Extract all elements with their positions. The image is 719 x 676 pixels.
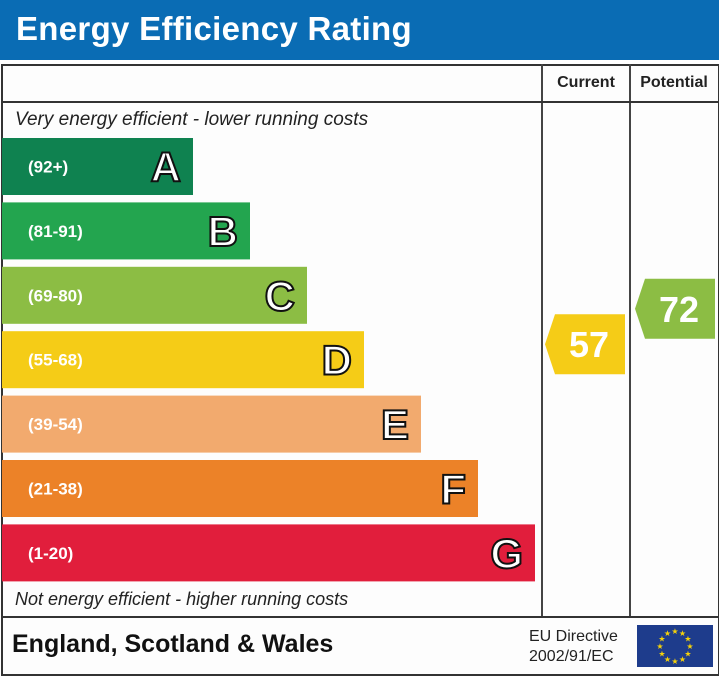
- note-efficient: Very energy efficient - lower running co…: [15, 109, 369, 130]
- band-letter: F: [440, 466, 466, 513]
- band-letter: A: [151, 144, 181, 191]
- band-A: (92+) A: [2, 138, 193, 195]
- flag-star: ★: [686, 642, 693, 651]
- column-header-current: Current: [557, 74, 615, 91]
- note-inefficient: Not energy efficient - higher running co…: [15, 589, 349, 609]
- band-D: (55-68) D: [2, 331, 364, 389]
- band-bar: [2, 331, 364, 389]
- page-title: Energy Efficiency Rating: [16, 10, 412, 47]
- band-letter: B: [208, 208, 238, 255]
- band-bar: [2, 138, 193, 195]
- current-rating-arrow: 57: [545, 314, 625, 375]
- current-rating-value: 57: [569, 324, 609, 365]
- column-divider: [629, 64, 631, 617]
- band-C: (69-80) C: [2, 266, 307, 324]
- flag-star: ★: [684, 650, 691, 659]
- eu-flag-icon: ★ ★★★★★★★★★★★: [637, 625, 713, 667]
- band-bar: [2, 395, 421, 453]
- directive-line2: 2002/91/EC: [529, 648, 614, 665]
- footer-divider: [1, 616, 718, 618]
- band-E: (39-54) E: [2, 395, 421, 453]
- band-bar: [2, 202, 250, 260]
- header-bar: Energy Efficiency Rating: [0, 0, 719, 60]
- band-G: (1-20) G: [2, 524, 535, 582]
- band-range: (1-20): [28, 544, 73, 563]
- flag-star: ★: [679, 629, 686, 638]
- potential-rating-value: 72: [659, 289, 699, 330]
- eu-directive: EU Directive 2002/91/EC: [529, 627, 618, 667]
- band-B: (81-91) B: [2, 202, 250, 260]
- flag-star: ★: [671, 657, 678, 666]
- band-range: (69-80): [28, 286, 83, 305]
- band-range: (55-68): [28, 351, 83, 370]
- flag-star: ★: [684, 635, 691, 644]
- header-divider: [1, 101, 718, 103]
- flag-star: ★: [664, 629, 671, 638]
- band-range: (81-91): [28, 222, 83, 241]
- band-F: (21-38) F: [2, 460, 478, 517]
- band-bar: [2, 266, 307, 324]
- current-arrow-shape: [545, 314, 625, 375]
- flag-star: ★: [656, 642, 663, 651]
- flag-star: ★: [658, 635, 665, 644]
- flag-star: ★: [664, 655, 671, 664]
- band-letter: C: [265, 272, 295, 319]
- band-bar: [2, 524, 535, 582]
- potential-rating-arrow: 72: [635, 278, 715, 339]
- region-label: England, Scotland & Wales: [12, 630, 334, 658]
- column-divider: [541, 64, 543, 617]
- directive-line1: EU Directive: [529, 628, 618, 645]
- band-range: (39-54): [28, 415, 83, 434]
- band-range: (92+): [28, 158, 68, 177]
- band-letter: G: [490, 530, 523, 577]
- column-header-potential: Potential: [640, 74, 708, 91]
- band-bar: [2, 460, 478, 517]
- band-range: (21-38): [28, 480, 83, 499]
- potential-arrow-shape: [635, 278, 715, 339]
- flag-star: ★: [658, 650, 665, 659]
- flag-field: [637, 625, 713, 667]
- flag-star: ★: [679, 655, 686, 664]
- flag-star: ★: [671, 627, 678, 636]
- band-letter: D: [322, 337, 352, 384]
- band-letter: E: [381, 401, 409, 448]
